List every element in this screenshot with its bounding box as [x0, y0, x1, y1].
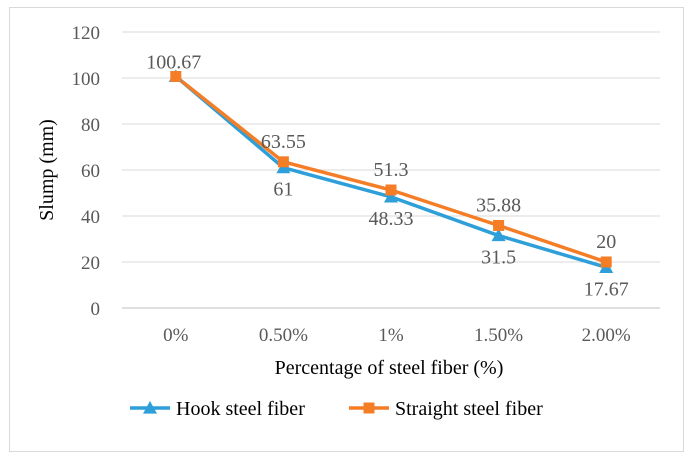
legend-item-0: Hook steel fiber	[130, 398, 305, 420]
data-label-hook: 48.33	[369, 208, 414, 230]
data-point-1-4	[600, 256, 612, 268]
y-tick-label: 0	[91, 299, 101, 320]
x-tick-label: 0%	[163, 325, 189, 346]
data-label-straight: 63.55	[261, 131, 306, 153]
y-tick-label: 80	[81, 115, 100, 136]
data-label-straight: 51.3	[374, 159, 409, 181]
gridlines	[122, 31, 660, 309]
data-labels: 100.67 63.55 61 51.3 48.33 35.88 31.5 20 17.67	[146, 51, 628, 300]
data-label-hook: 17.67	[584, 278, 629, 300]
legend-item-1: Straight steel fiber	[349, 398, 543, 420]
legend-marker	[363, 402, 375, 414]
legend-marker	[143, 401, 157, 414]
data-point-1-0	[170, 70, 182, 82]
x-axis-ticks: 0% 0.50% 1% 1.50% 2.00%	[163, 325, 631, 346]
data-label-hook: 61	[273, 179, 293, 201]
x-tick-label: 2.00%	[582, 325, 631, 346]
x-tick-label: 0.50%	[259, 325, 308, 346]
data-label-straight: 100.67	[146, 51, 201, 73]
data-label-straight: 35.88	[476, 194, 521, 216]
x-axis-title: Percentage of steel fiber (%)	[275, 357, 504, 379]
data-point-1-2	[385, 184, 397, 196]
legend: Hook steel fiber Straight steel fiber	[130, 398, 543, 420]
y-tick-label: 100	[72, 69, 101, 90]
y-tick-label: 60	[81, 161, 100, 182]
data-point-0-3	[491, 228, 506, 242]
data-point-1-3	[493, 219, 505, 231]
data-label-straight: 20	[596, 231, 616, 253]
x-tick-label: 1%	[378, 325, 404, 346]
legend-label: Straight steel fiber	[395, 398, 543, 420]
data-point-1-1	[277, 156, 289, 168]
y-tick-label: 120	[72, 23, 101, 44]
legend-label: Hook steel fiber	[176, 398, 305, 420]
data-point-0-2	[384, 189, 398, 203]
chart-frame	[9, 7, 684, 452]
y-tick-label: 40	[81, 207, 100, 228]
x-tick-label: 1.50%	[474, 325, 523, 346]
data-label-hook: 31.5	[481, 247, 516, 269]
series-layer	[168, 69, 614, 273]
y-axis-ticks: 0 20 40 60 80 100 120	[72, 23, 101, 320]
y-tick-label: 20	[81, 253, 100, 274]
y-axis-title: Slump (mm)	[36, 119, 58, 221]
